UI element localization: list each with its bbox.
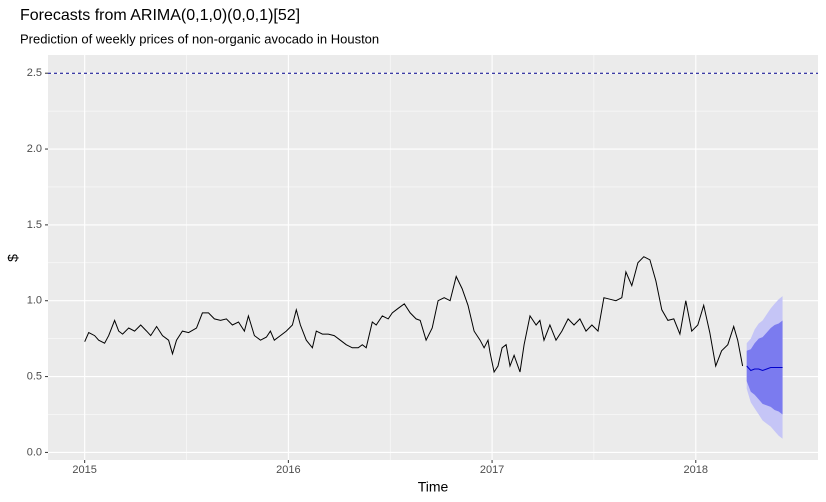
- x-tick-label: 2017: [480, 464, 504, 476]
- plot-panel: [48, 55, 818, 460]
- chart-subtitle: Prediction of weekly prices of non-organ…: [20, 31, 379, 46]
- x-tick-label: 2018: [684, 464, 708, 476]
- chart-title: Forecasts from ARIMA(0,1,0)(0,0,1)[52]: [20, 7, 300, 24]
- y-axis-label: $: [5, 254, 21, 262]
- y-tick-label: 2.5: [27, 67, 42, 79]
- x-axis-label: Time: [418, 479, 449, 495]
- forecast-line: [746, 365, 783, 372]
- history-line: [84, 256, 744, 374]
- y-tick-label: 2.0: [27, 143, 42, 155]
- interval-80: [746, 320, 783, 415]
- x-tick-label: 2016: [276, 464, 300, 476]
- y-tick-label: 1.5: [27, 219, 42, 231]
- y-tick-label: 0.5: [27, 370, 42, 382]
- y-tick-label: 1.0: [27, 295, 42, 307]
- y-tick-label: 0.0: [27, 446, 42, 458]
- x-tick-label: 2015: [72, 464, 96, 476]
